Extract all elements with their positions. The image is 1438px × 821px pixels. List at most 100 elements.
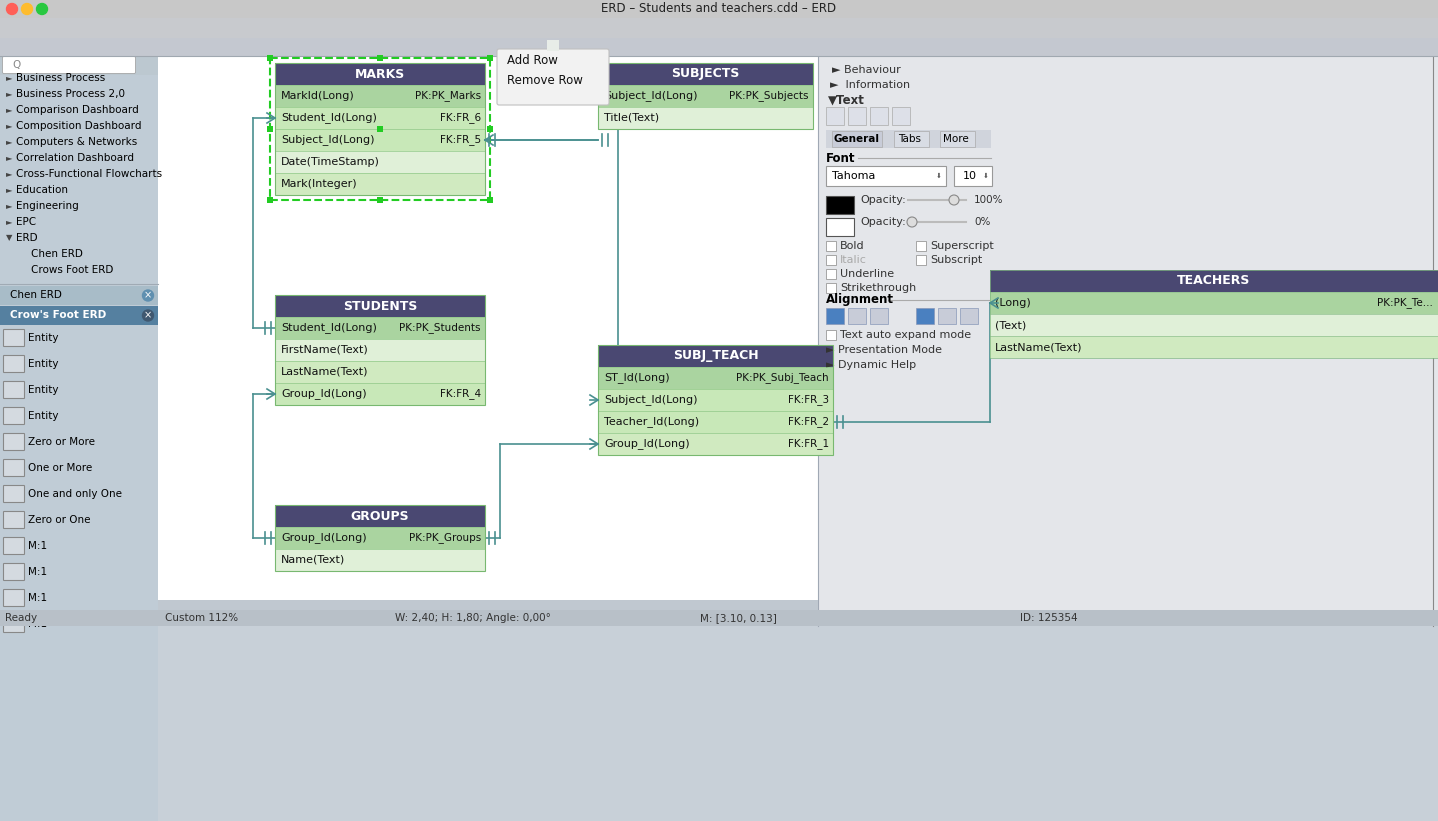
Text: PK:PK_Students: PK:PK_Students bbox=[400, 323, 480, 333]
FancyBboxPatch shape bbox=[3, 329, 24, 346]
Text: Title(Text): Title(Text) bbox=[604, 113, 659, 123]
Bar bbox=[275, 527, 485, 549]
Bar bbox=[0, 38, 1438, 56]
Bar bbox=[0, 18, 1438, 38]
Text: Entity: Entity bbox=[27, 333, 59, 343]
Text: Superscript: Superscript bbox=[930, 241, 994, 251]
Bar bbox=[825, 330, 835, 340]
Text: Zero or More: Zero or More bbox=[27, 437, 95, 447]
Bar bbox=[825, 196, 854, 214]
Text: Strikethrough: Strikethrough bbox=[840, 283, 916, 293]
Bar bbox=[825, 255, 835, 265]
Text: Chen ERD: Chen ERD bbox=[10, 291, 62, 300]
Text: Engineering: Engineering bbox=[16, 201, 79, 211]
Bar bbox=[989, 270, 1438, 292]
Bar bbox=[892, 107, 910, 125]
Text: ► Dynamic Help: ► Dynamic Help bbox=[825, 360, 916, 370]
Text: Subject_Id(Long): Subject_Id(Long) bbox=[280, 135, 374, 145]
Text: Name(Text): Name(Text) bbox=[280, 555, 345, 565]
Text: SUBJECTS: SUBJECTS bbox=[672, 67, 739, 80]
Text: ▼: ▼ bbox=[6, 233, 13, 242]
Text: PK:PK_Subjects: PK:PK_Subjects bbox=[729, 90, 810, 102]
Bar bbox=[894, 131, 929, 147]
Bar bbox=[989, 314, 1438, 336]
FancyBboxPatch shape bbox=[546, 40, 559, 51]
Bar bbox=[833, 131, 881, 147]
Text: ►: ► bbox=[6, 154, 13, 163]
Text: Zero or One: Zero or One bbox=[27, 515, 91, 525]
Bar bbox=[825, 283, 835, 293]
Text: ►  Information: ► Information bbox=[830, 80, 910, 90]
Bar bbox=[487, 197, 493, 203]
Text: FK:FR_2: FK:FR_2 bbox=[788, 416, 828, 428]
FancyBboxPatch shape bbox=[3, 538, 24, 554]
Bar bbox=[0, 37, 158, 55]
Text: PK:PK_Subj_Teach: PK:PK_Subj_Teach bbox=[736, 373, 828, 383]
Bar bbox=[598, 63, 812, 85]
Text: (Text): (Text) bbox=[995, 320, 1027, 330]
Bar bbox=[598, 411, 833, 433]
FancyBboxPatch shape bbox=[3, 563, 24, 580]
Bar bbox=[916, 308, 935, 324]
Text: EPC: EPC bbox=[16, 217, 36, 227]
FancyBboxPatch shape bbox=[3, 616, 24, 632]
Text: LastName(Text): LastName(Text) bbox=[280, 367, 368, 377]
Bar bbox=[275, 63, 485, 85]
Text: MARKS: MARKS bbox=[355, 67, 406, 80]
Bar bbox=[598, 85, 812, 107]
Bar bbox=[275, 361, 485, 383]
Text: 100%: 100% bbox=[974, 195, 1004, 205]
Text: FK:FR_5: FK:FR_5 bbox=[440, 135, 480, 145]
Bar bbox=[275, 339, 485, 361]
Bar bbox=[275, 173, 485, 195]
Bar bbox=[598, 107, 812, 129]
Bar bbox=[989, 336, 1438, 358]
Bar bbox=[275, 129, 485, 151]
Text: Comparison Dashboard: Comparison Dashboard bbox=[16, 105, 138, 115]
Text: ▼Text: ▼Text bbox=[828, 94, 864, 107]
Bar bbox=[848, 308, 866, 324]
Bar bbox=[270, 58, 490, 200]
Circle shape bbox=[7, 3, 17, 15]
FancyBboxPatch shape bbox=[3, 57, 135, 74]
Text: ►: ► bbox=[6, 186, 13, 195]
Bar bbox=[953, 166, 992, 186]
Bar bbox=[825, 308, 844, 324]
Text: ⬇: ⬇ bbox=[936, 173, 942, 179]
Circle shape bbox=[142, 290, 154, 301]
Text: STUDENTS: STUDENTS bbox=[342, 300, 417, 313]
Text: FK:FR_6: FK:FR_6 bbox=[440, 112, 480, 123]
Bar bbox=[961, 308, 978, 324]
Text: Tabs: Tabs bbox=[899, 134, 922, 144]
Bar bbox=[275, 383, 485, 405]
Text: ►: ► bbox=[6, 74, 13, 82]
Text: ► Behaviour: ► Behaviour bbox=[833, 65, 900, 75]
Bar bbox=[598, 345, 833, 455]
Bar bbox=[598, 345, 833, 367]
Text: Entity: Entity bbox=[27, 385, 59, 395]
Text: More: More bbox=[943, 134, 969, 144]
FancyBboxPatch shape bbox=[3, 485, 24, 502]
Text: Opacity:: Opacity: bbox=[860, 217, 906, 227]
Text: Student_Id(Long): Student_Id(Long) bbox=[280, 112, 377, 123]
Text: ×: × bbox=[144, 310, 152, 320]
Circle shape bbox=[142, 310, 154, 321]
Text: ERD – Students and teachers.cdd – ERD: ERD – Students and teachers.cdd – ERD bbox=[601, 2, 837, 16]
Text: One and only One: One and only One bbox=[27, 489, 122, 499]
Bar bbox=[377, 126, 383, 132]
Text: Q: Q bbox=[12, 60, 20, 70]
Text: Font: Font bbox=[825, 152, 856, 164]
Text: 10: 10 bbox=[963, 171, 976, 181]
Bar bbox=[818, 56, 1438, 626]
Bar bbox=[487, 126, 493, 132]
Bar bbox=[0, 610, 1438, 626]
Text: Custom 112%: Custom 112% bbox=[165, 613, 239, 623]
Bar bbox=[916, 255, 926, 265]
FancyBboxPatch shape bbox=[3, 511, 24, 529]
Bar bbox=[598, 433, 833, 455]
Bar bbox=[870, 107, 889, 125]
Bar bbox=[825, 130, 991, 148]
Text: Alignment: Alignment bbox=[825, 293, 894, 306]
Bar bbox=[275, 295, 485, 405]
Text: ►: ► bbox=[6, 201, 13, 210]
